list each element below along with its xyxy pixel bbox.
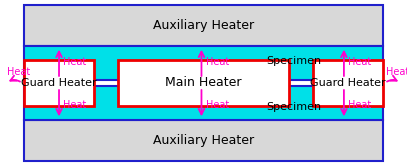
Bar — [24, 46, 383, 80]
Text: Specimen: Specimen — [267, 56, 322, 66]
Bar — [24, 86, 383, 120]
Bar — [24, 120, 383, 161]
Text: Heat: Heat — [348, 57, 371, 67]
Text: Heat: Heat — [206, 100, 229, 110]
Text: Specimen: Specimen — [267, 102, 322, 112]
Text: Heat: Heat — [63, 57, 86, 67]
Text: Heat: Heat — [348, 100, 371, 110]
Text: Guard Heater: Guard Heater — [21, 78, 97, 88]
Text: Guard Heater: Guard Heater — [310, 78, 386, 88]
Text: Heat: Heat — [63, 100, 86, 110]
Bar — [24, 5, 383, 46]
Text: Auxiliary Heater: Auxiliary Heater — [153, 19, 254, 32]
Text: Main Heater: Main Heater — [165, 77, 242, 89]
Bar — [118, 60, 289, 106]
Text: Heat: Heat — [7, 67, 31, 77]
Text: Auxiliary Heater: Auxiliary Heater — [153, 134, 254, 147]
Bar — [313, 60, 383, 106]
Text: Heat: Heat — [386, 67, 407, 77]
Bar — [24, 60, 94, 106]
Text: Heat: Heat — [206, 57, 229, 67]
